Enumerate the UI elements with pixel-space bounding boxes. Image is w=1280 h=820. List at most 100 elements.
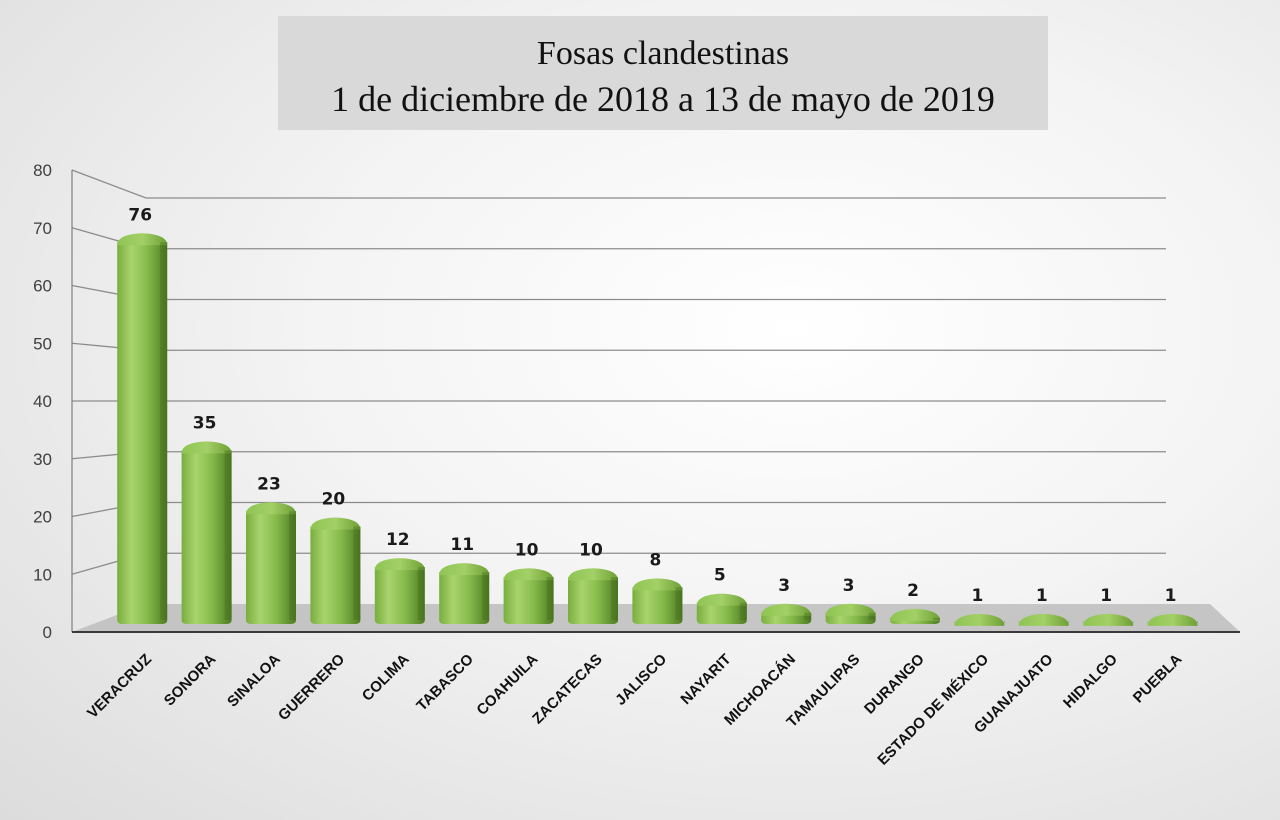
bar [246, 502, 296, 624]
bar-cap [632, 578, 683, 591]
bar-shade [611, 577, 618, 620]
bar-shade [289, 511, 296, 620]
x-tick-label: PUEBLA [1130, 651, 1186, 707]
bar-cap [761, 603, 812, 616]
data-label: 1 [1036, 586, 1048, 606]
bar-body [632, 587, 683, 624]
bar [761, 603, 812, 624]
bar-shade [353, 526, 361, 620]
y-tick-label: 20 [33, 508, 52, 527]
x-tick-label: JALISCO [612, 651, 670, 709]
x-tick-label: DURANGO [861, 651, 928, 718]
bar-body [117, 242, 168, 625]
y-tick-label: 70 [33, 219, 52, 238]
data-label: 12 [386, 530, 410, 550]
chart-subtitle: 1 de diciembre de 2018 a 13 de mayo de 2… [331, 79, 995, 119]
y-tick-label: 60 [33, 277, 52, 296]
data-label: 3 [778, 576, 790, 596]
bar-cap [246, 502, 296, 515]
bar-shade [546, 577, 554, 620]
bar-body [310, 526, 361, 624]
data-label: 1 [1165, 586, 1177, 606]
bar-cap [890, 608, 940, 621]
data-label: 10 [515, 540, 539, 560]
bar-cap [439, 563, 490, 576]
y-tick-label: 10 [33, 565, 52, 584]
bar [890, 608, 940, 624]
x-tick-label: SONORA [161, 651, 220, 710]
bar [696, 593, 747, 624]
data-label: 3 [843, 576, 855, 596]
bar [954, 613, 1005, 626]
data-label: 8 [649, 550, 661, 570]
x-tick-label: VERACRUZ [84, 651, 155, 722]
bar [568, 568, 618, 624]
bar [374, 558, 425, 624]
bar-cap [825, 603, 876, 616]
bar-body [374, 567, 425, 624]
bar [1018, 613, 1069, 626]
bar-body [246, 511, 296, 624]
x-tick-label: NAYARIT [677, 651, 734, 708]
bar-cap [374, 558, 425, 571]
bar-cap [503, 568, 554, 581]
bar-cap [117, 233, 168, 246]
bar-cap [1147, 613, 1198, 626]
bar [310, 517, 361, 624]
data-label: 76 [128, 205, 152, 225]
bar-shade [417, 567, 425, 620]
bar-cap [568, 568, 618, 581]
bar-shade [868, 612, 876, 620]
bar-shade [675, 587, 683, 620]
chart-title-box: Fosas clandestinas 1 de diciembre de 201… [278, 16, 1048, 130]
bar-shade [224, 450, 232, 620]
x-tick-label: GUERRERO [275, 651, 349, 725]
data-label: 1 [1100, 586, 1112, 606]
bar-shade [482, 572, 490, 620]
bar-shade [160, 242, 168, 621]
bar-cap [181, 441, 232, 454]
bar-cap [1083, 613, 1134, 626]
bar-body [696, 602, 747, 624]
data-label: 10 [579, 540, 603, 560]
bar-body [439, 572, 490, 624]
y-axis: 0 10 20 30 40 50 60 70 80 [33, 161, 1240, 642]
data-label: 5 [714, 566, 726, 586]
bar [439, 563, 490, 624]
data-label: 11 [450, 535, 474, 555]
x-tick-label: TABASCO [413, 651, 477, 715]
bar-shade [804, 612, 812, 620]
bar [1083, 613, 1134, 626]
data-label: 20 [322, 490, 346, 510]
bar-shade [739, 602, 747, 620]
y-tick-label: 30 [33, 450, 52, 469]
chart-title: Fosas clandestinas [536, 35, 790, 72]
x-tick-label: ESTADO DE MÉXICO [874, 651, 992, 769]
bar-body [568, 577, 618, 624]
bar-cap [696, 593, 747, 606]
gridlines [71, 169, 1166, 575]
data-label: 1 [971, 586, 983, 606]
bar [1147, 613, 1198, 626]
bar [632, 578, 683, 624]
y-tick-label: 80 [33, 161, 52, 180]
bar-cap [954, 613, 1005, 626]
y-tick-label: 0 [43, 623, 52, 642]
bar-body [503, 577, 554, 624]
x-tick-label: COLIMA [359, 651, 413, 705]
x-tick-label: HIDALGO [1060, 651, 1121, 712]
data-label: 2 [907, 581, 919, 601]
bar [117, 233, 168, 625]
x-tick-label: SINALOA [224, 651, 284, 711]
bar-cap [1018, 613, 1069, 626]
x-tick-label: COAHUILA [473, 651, 541, 719]
bar-shade [933, 617, 940, 620]
bar [503, 568, 554, 624]
data-label: 35 [193, 413, 217, 433]
bar-body [181, 450, 232, 624]
bar [181, 441, 232, 624]
bar-cap [310, 517, 361, 530]
